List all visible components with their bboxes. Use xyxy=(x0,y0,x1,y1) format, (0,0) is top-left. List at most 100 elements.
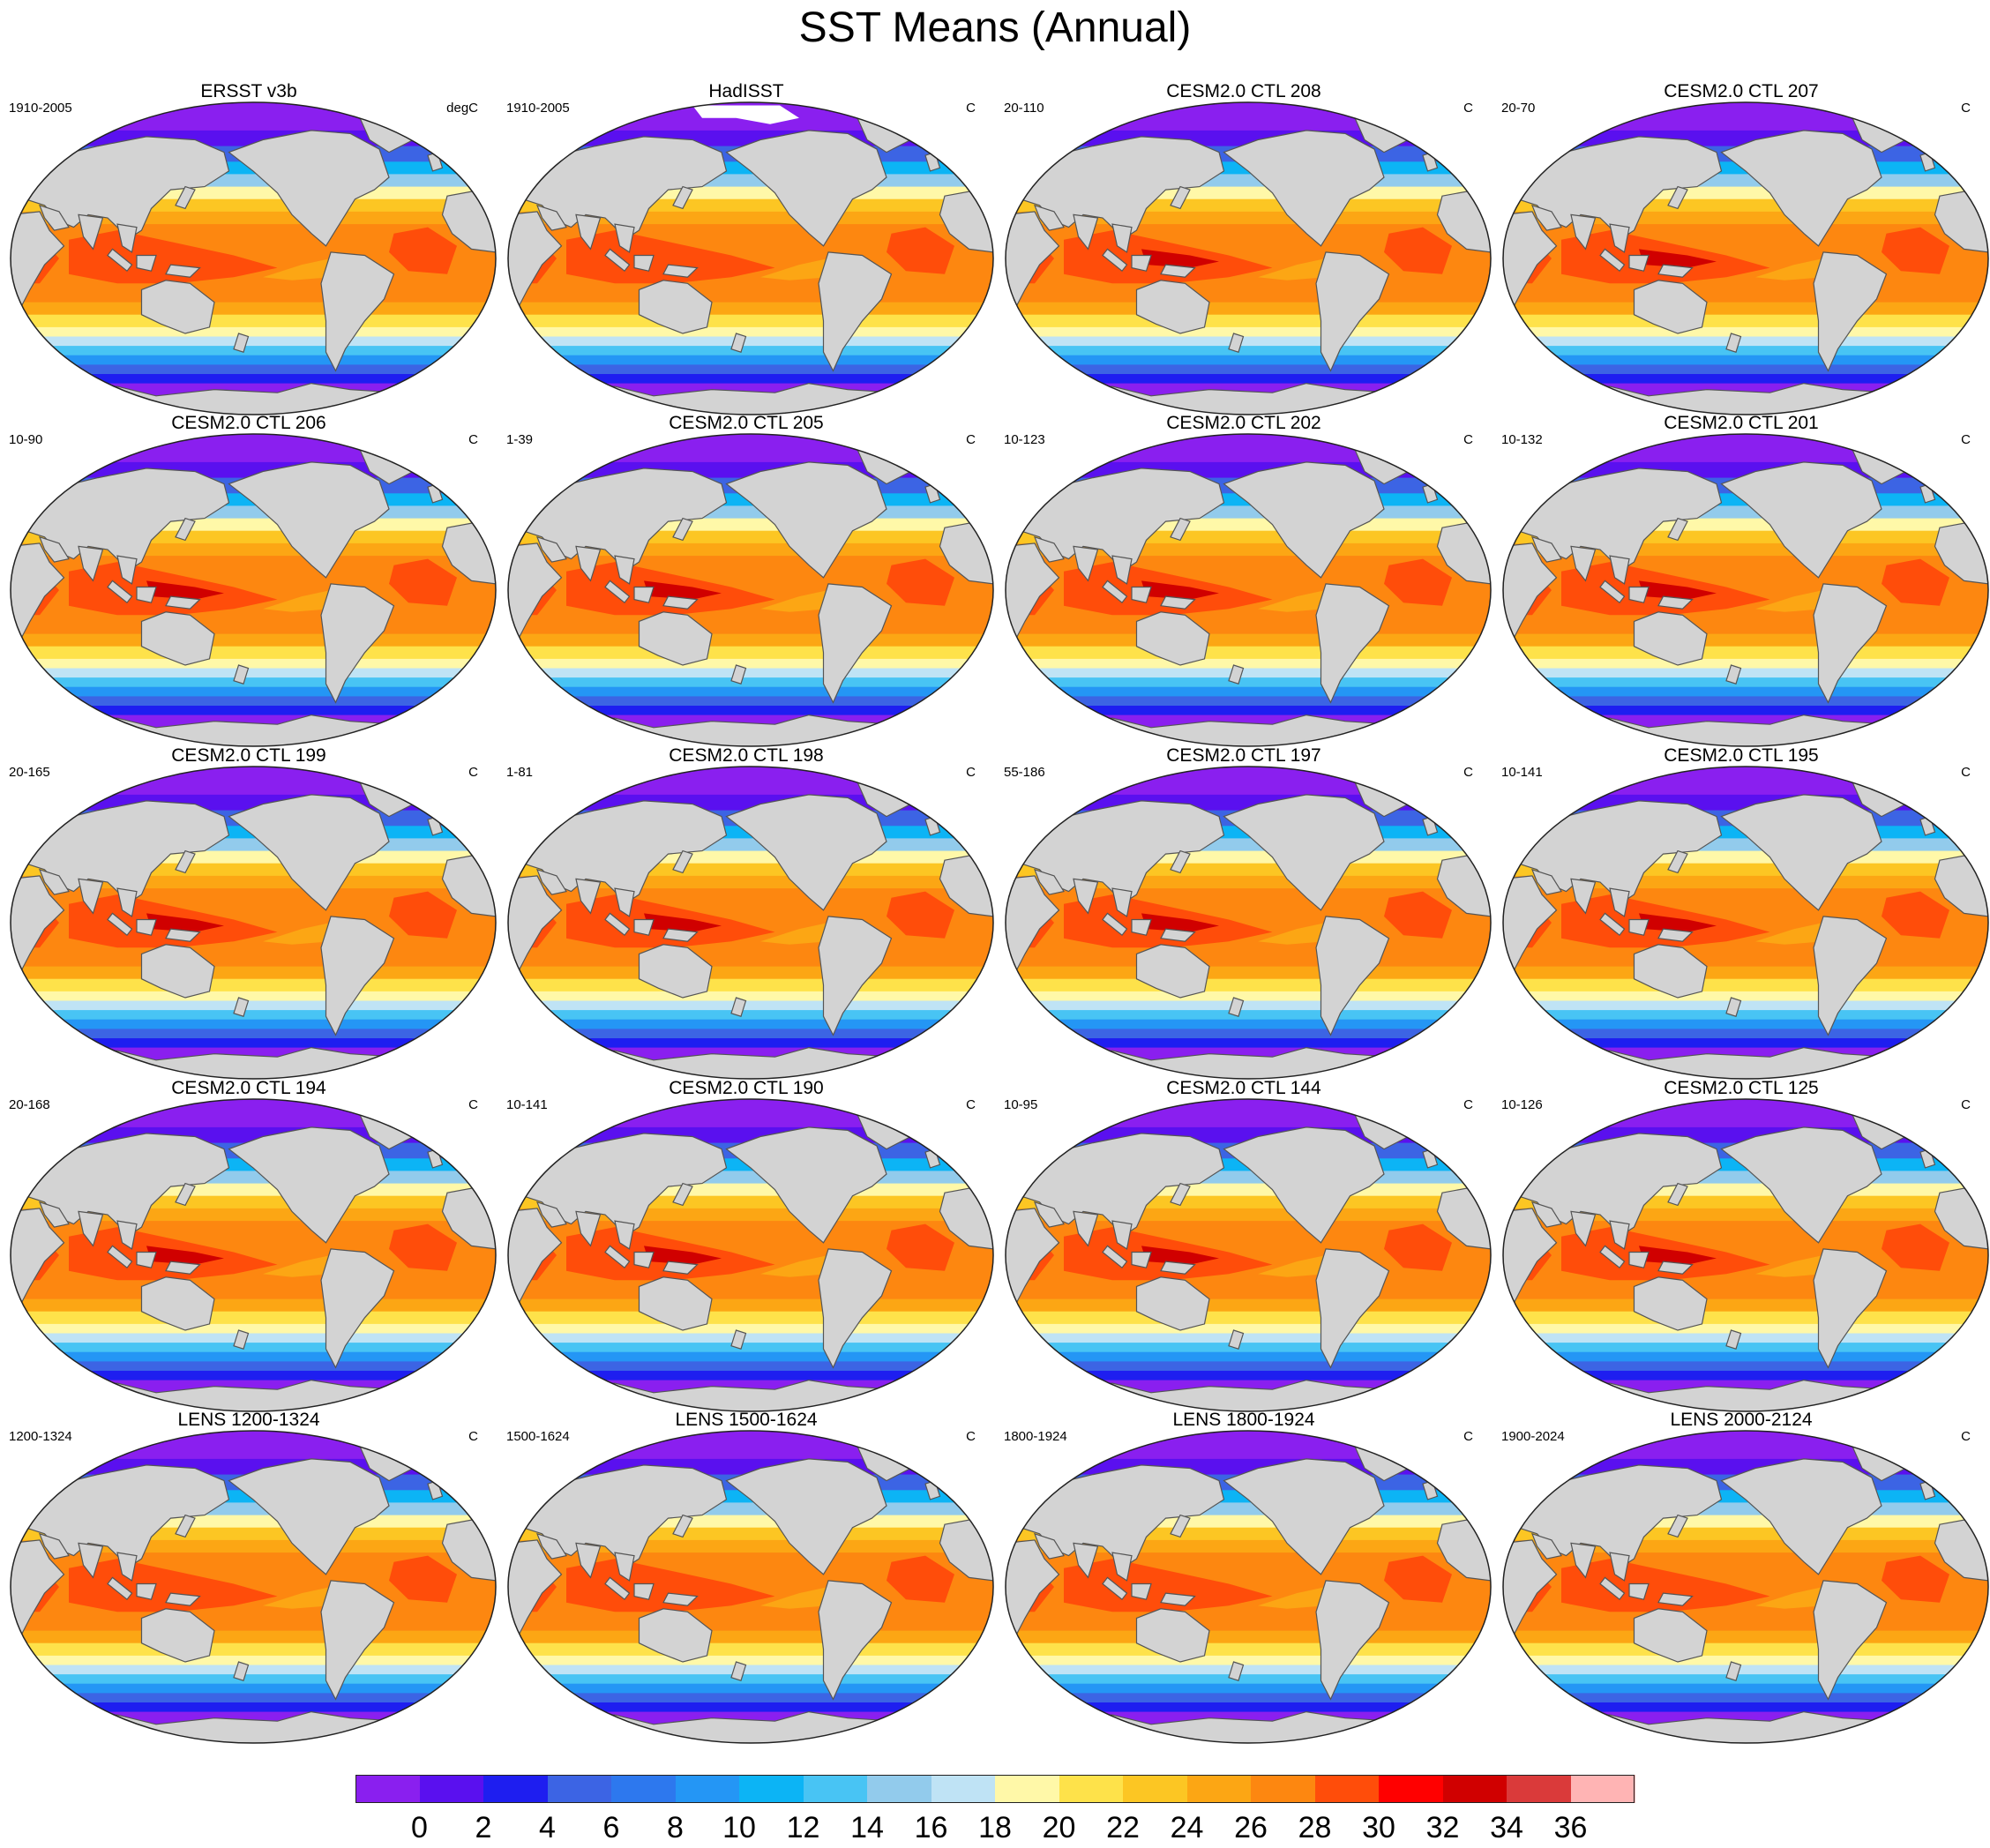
world-map xyxy=(507,101,994,415)
land-southamerica xyxy=(818,916,893,1036)
sst-band-9 xyxy=(1503,1298,1988,1313)
land-southamerica xyxy=(320,1248,395,1369)
cold-tongue xyxy=(760,590,828,612)
land-australia xyxy=(140,611,215,666)
land-arabia xyxy=(1033,1201,1065,1228)
map-panel: LENS 1800-1924 1800-1924 C xyxy=(995,1410,1492,1745)
cold-tongue xyxy=(1258,923,1326,945)
land-nz xyxy=(233,1661,250,1681)
land-northamerica xyxy=(228,1458,390,1575)
map-panel: CESM2.0 CTL 201 10-132 C xyxy=(1492,413,1990,748)
sst-band-16 xyxy=(1503,1702,1988,1713)
colorbar-label: 30 xyxy=(1362,1811,1395,1844)
colorbar-box xyxy=(419,1775,484,1803)
sst-band-15 xyxy=(1006,1361,1491,1372)
map-border xyxy=(10,766,497,1080)
land-nz xyxy=(233,997,250,1017)
sst-band-16 xyxy=(11,1371,496,1381)
sst-band-14 xyxy=(1006,1683,1491,1694)
sst-band-0 xyxy=(11,1431,496,1460)
cold-tongue xyxy=(263,1587,331,1609)
land-northamerica xyxy=(725,1458,887,1575)
cold-tongue xyxy=(760,258,828,281)
panel-title: CESM2.0 CTL 201 xyxy=(1664,413,1819,433)
atlantic-warm xyxy=(887,227,954,274)
atlantic-warm xyxy=(1882,891,1949,939)
land-newguinea xyxy=(662,1261,699,1275)
map-border xyxy=(1005,1430,1492,1744)
sst-band-15 xyxy=(508,364,993,375)
land-nz xyxy=(1228,333,1245,353)
sst-band-11 xyxy=(1006,1655,1491,1666)
land-arabia xyxy=(38,204,70,231)
colorbar-label: 22 xyxy=(1106,1811,1140,1844)
sst-band-12 xyxy=(1006,336,1491,347)
cold-tongue xyxy=(1258,590,1326,612)
world-map xyxy=(1502,766,1989,1080)
land-sumatra xyxy=(1102,580,1128,604)
land-indochina xyxy=(1609,1552,1630,1582)
land-india xyxy=(78,213,104,251)
map-border xyxy=(507,1098,994,1412)
land-nz xyxy=(1228,664,1245,685)
map-panel: CESM2.0 CTL 144 10-95 C xyxy=(995,1078,1492,1413)
map-border xyxy=(1502,433,1989,747)
land-borneo xyxy=(1131,918,1152,936)
sst-band-11 xyxy=(1006,991,1491,1002)
land-india xyxy=(1570,1542,1597,1579)
land-sumatra xyxy=(107,912,133,937)
world-map xyxy=(10,1098,497,1412)
sst-band-13 xyxy=(1006,1010,1491,1021)
land-japan xyxy=(672,1182,693,1207)
sst-band-13 xyxy=(11,1343,496,1353)
colorbar-label: 12 xyxy=(786,1811,820,1844)
sst-band-13 xyxy=(1503,1343,1988,1353)
world-map xyxy=(1502,1430,1989,1744)
cold-tongue xyxy=(1755,258,1823,281)
sst-band-0 xyxy=(1006,767,1491,796)
land-arabia xyxy=(535,868,567,895)
sst-band-10 xyxy=(11,646,496,660)
sst-band-0 xyxy=(1006,1099,1491,1128)
land-australia xyxy=(1633,280,1708,334)
warm-pool xyxy=(69,230,278,284)
sst-band-16 xyxy=(1503,1371,1988,1381)
land-nz xyxy=(1228,1661,1245,1681)
land-indochina xyxy=(614,555,635,585)
sst-band-10 xyxy=(11,1311,496,1325)
sst-band-13 xyxy=(11,677,496,688)
map-border xyxy=(10,433,497,747)
panel-title: LENS 1200-1324 xyxy=(177,1410,320,1430)
land-northamerica xyxy=(1223,794,1385,911)
land-northamerica xyxy=(1223,461,1385,579)
panel-period: 20-110 xyxy=(1004,101,1044,116)
panel-title: CESM2.0 CTL 199 xyxy=(171,745,326,766)
land-northamerica xyxy=(228,130,390,247)
land-southamerica xyxy=(320,251,395,372)
sst-band-15 xyxy=(11,1029,496,1039)
sst-band-10 xyxy=(508,1311,993,1325)
map-panel: CESM2.0 CTL 202 10-123 C xyxy=(995,413,1492,748)
map-border xyxy=(10,101,497,415)
map-border xyxy=(507,433,994,747)
land-borneo xyxy=(633,1251,655,1268)
map-border xyxy=(1005,101,1492,415)
sst-band-12 xyxy=(1503,336,1988,347)
hot-core xyxy=(1141,249,1219,268)
land-northamerica xyxy=(1223,1126,1385,1244)
map-border xyxy=(1005,433,1492,747)
world-map xyxy=(1005,766,1492,1080)
sst-band-16 xyxy=(1503,1038,1988,1049)
land-arabia xyxy=(1530,1201,1562,1228)
land-japan xyxy=(672,849,693,874)
sst-band-12 xyxy=(1006,668,1491,678)
land-indochina xyxy=(1609,1220,1630,1250)
sst-band-13 xyxy=(1503,1674,1988,1685)
land-indochina xyxy=(1111,555,1133,585)
panel-units: C xyxy=(1463,1097,1473,1112)
sst-band-11 xyxy=(11,658,496,670)
sst-band-10 xyxy=(1006,314,1491,328)
sst-band-14 xyxy=(11,1351,496,1362)
sst-band-9 xyxy=(1503,302,1988,316)
sst-band-14 xyxy=(11,355,496,365)
